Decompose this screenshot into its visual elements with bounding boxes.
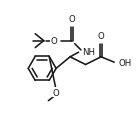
Text: O: O <box>53 88 59 97</box>
Text: O: O <box>51 37 58 46</box>
Text: O: O <box>98 32 104 40</box>
Text: O: O <box>68 15 75 24</box>
Text: OH: OH <box>118 58 131 67</box>
Text: NH: NH <box>82 47 95 56</box>
